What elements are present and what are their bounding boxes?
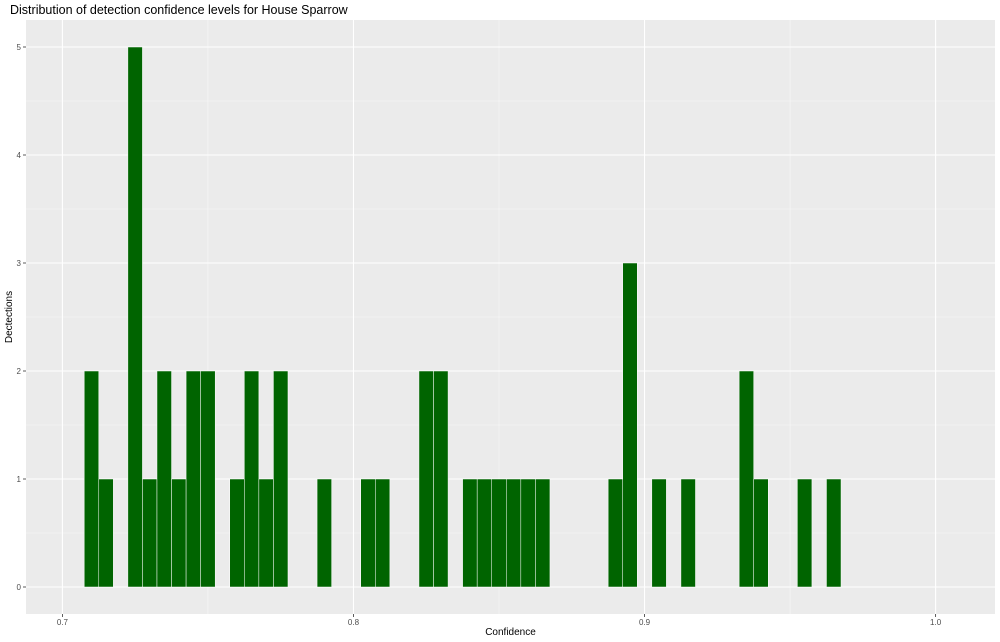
x-tick-label: 0.7 — [57, 618, 69, 627]
y-axis-label: Dectections — [4, 291, 15, 343]
histogram-bar — [607, 478, 623, 588]
histogram-bar — [476, 478, 492, 588]
histogram-bar — [520, 478, 536, 588]
histogram-bar — [185, 370, 201, 588]
x-tick-label: 1.0 — [930, 618, 942, 627]
histogram-bar — [244, 370, 260, 588]
histogram-bar — [229, 478, 245, 588]
histogram-bar — [258, 478, 274, 588]
histogram-bar — [506, 478, 522, 588]
histogram-bar — [200, 370, 216, 588]
y-tick-label: 3 — [17, 259, 22, 268]
histogram-bar — [171, 478, 187, 588]
x-tick-label: 0.8 — [348, 618, 360, 627]
x-axis: 0.7 0.8 0.9 1.0 — [57, 614, 942, 627]
histogram-bar — [797, 478, 813, 588]
histogram-bar — [491, 478, 507, 588]
histogram-bar — [622, 262, 638, 588]
y-tick-label: 2 — [17, 367, 22, 376]
y-axis: 0 1 2 3 4 5 — [17, 43, 26, 592]
histogram-bar — [127, 46, 143, 588]
histogram-bar — [651, 478, 667, 588]
histogram-bar — [433, 370, 449, 588]
chart-title: Distribution of detection confidence lev… — [10, 3, 348, 17]
histogram-bar — [98, 478, 114, 588]
histogram-bar — [738, 370, 754, 588]
x-tick-label: 0.9 — [639, 618, 651, 627]
y-tick-label: 1 — [17, 475, 22, 484]
histogram-bar — [462, 478, 478, 588]
histogram-bar — [375, 478, 391, 588]
histogram-bar — [142, 478, 158, 588]
histogram-bar — [826, 478, 842, 588]
y-tick-label: 5 — [17, 43, 22, 52]
histogram-bar — [156, 370, 172, 588]
bars — [83, 46, 842, 588]
histogram-bar — [273, 370, 289, 588]
histogram-bar — [753, 478, 769, 588]
histogram-bar — [83, 370, 100, 588]
histogram-bar — [535, 478, 551, 588]
histogram-bar — [316, 478, 332, 588]
y-tick-label: 4 — [17, 151, 22, 160]
x-axis-label: Confidence — [485, 627, 536, 638]
histogram-bar — [680, 478, 696, 588]
histogram-bar — [360, 478, 376, 588]
y-tick-label: 0 — [17, 583, 22, 592]
histogram-bar — [418, 370, 434, 588]
